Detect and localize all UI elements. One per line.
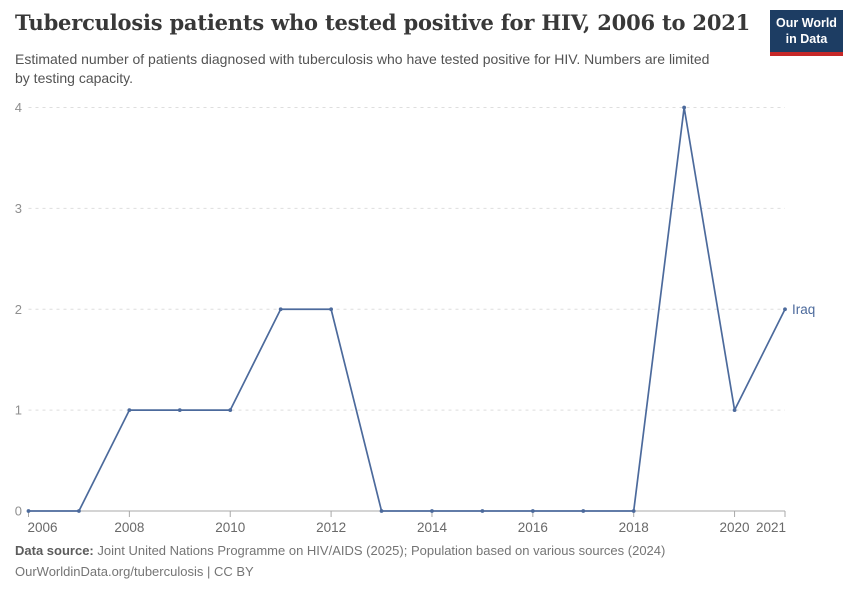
x-axis-tick-label: 2021: [756, 520, 786, 535]
y-axis-tick-label: 4: [15, 100, 22, 115]
data-point[interactable]: [379, 509, 384, 513]
license-label: CC BY: [213, 564, 254, 579]
data-point[interactable]: [177, 408, 182, 413]
data-point[interactable]: [783, 307, 787, 312]
data-point[interactable]: [581, 509, 586, 513]
data-point[interactable]: [530, 509, 535, 513]
page-title: Tuberculosis patients who tested positiv…: [15, 10, 751, 35]
data-point[interactable]: [732, 408, 737, 413]
x-axis-tick-label: 2006: [28, 520, 58, 535]
data-point[interactable]: [329, 307, 333, 312]
series-end-label[interactable]: Iraq: [792, 302, 815, 317]
data-point[interactable]: [430, 509, 434, 513]
data-point[interactable]: [480, 509, 485, 513]
data-source-label: Data source:: [15, 543, 94, 558]
permalink-line: OurWorldinData.org/tuberculosis | CC BY: [15, 562, 665, 581]
x-axis-tick-label: 2012: [316, 520, 346, 535]
data-source-text: Joint United Nations Programme on HIV/AI…: [97, 543, 666, 558]
chart-subtitle: Estimated number of patients diagnosed w…: [15, 51, 710, 86]
x-axis-tick-label: 2008: [114, 520, 144, 535]
x-axis-tick-label: 2014: [417, 520, 448, 535]
data-point[interactable]: [26, 509, 31, 513]
data-source-line: Data source: Joint United Nations Progra…: [15, 541, 665, 560]
owid-logo-line2: in Data: [785, 31, 828, 46]
y-axis-tick-label: 1: [15, 403, 22, 418]
x-axis-tick-label: 2010: [215, 520, 245, 535]
x-axis-tick-label: 2018: [619, 520, 649, 535]
y-axis-tick-label: 0: [15, 504, 22, 519]
data-point[interactable]: [278, 307, 283, 312]
y-axis-tick-label: 2: [15, 302, 22, 317]
data-point[interactable]: [228, 408, 233, 413]
x-axis-tick-label: 2016: [518, 520, 548, 535]
data-point[interactable]: [127, 408, 132, 413]
footer-separator: |: [203, 564, 214, 579]
series-line-iraq[interactable]: [28, 106, 786, 512]
y-axis-tick-label: 3: [15, 201, 22, 216]
x-axis-tick-label: 2020: [720, 520, 750, 535]
owid-logo[interactable]: Our World in Data: [770, 10, 843, 57]
permalink-url[interactable]: OurWorldinData.org/tuberculosis: [15, 564, 204, 579]
owid-logo-line1: Our World: [776, 16, 837, 30]
data-point[interactable]: [682, 105, 687, 110]
data-point[interactable]: [631, 509, 636, 513]
data-point[interactable]: [77, 509, 81, 513]
chart-footer: Data source: Joint United Nations Progra…: [15, 541, 665, 583]
